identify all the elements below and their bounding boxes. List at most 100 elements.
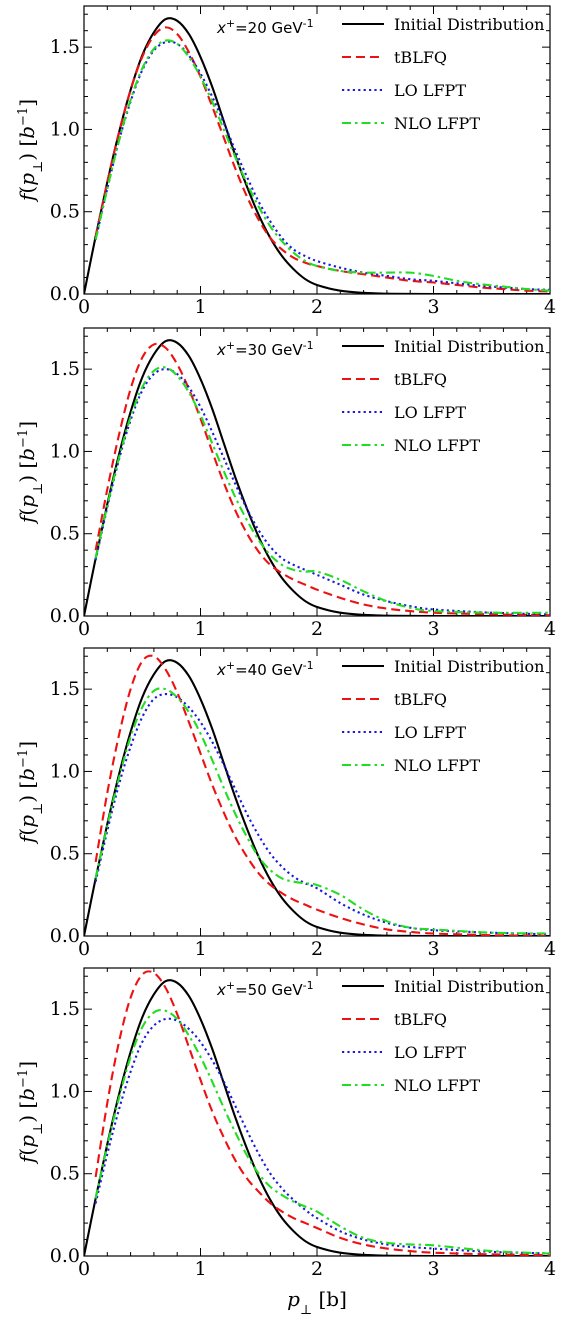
annotation-value: =50 GeV [235,981,303,999]
annotation-prefix: x [216,661,226,679]
series-group [84,970,550,1256]
series-line-initial-distribution [84,659,550,936]
y-tick-label: 1.5 [50,998,80,1020]
y-axis: 0.0 0.5 1.0 1.5 [50,655,550,947]
y-axis-label: f(p⊥) [b−1] [15,741,46,845]
series-group [84,654,550,936]
y-tick-label: 1.0 [50,760,80,782]
y-tick-label: 1.0 [50,440,80,462]
series-line-nlo-lfpt [94,687,550,935]
legend: Initial Distribution tBLFQ LO LFPT NLO LFPT [342,977,544,1095]
y-axis: 0.0 0.5 1.0 1.5 [50,335,550,627]
annotation-unit-sup: -1 [303,339,314,352]
series-line-lo-lfpt [94,693,550,936]
legend-label: LO LFPT [394,1043,466,1062]
y-axis-label: f(p⊥) [b−1] [15,1061,46,1165]
x-axis-label: p⊥ [b] [287,1287,347,1318]
annotation-value: =20 GeV [235,19,303,37]
annotation-value: =40 GeV [235,661,303,679]
y-tick-label: 0.0 [50,283,80,305]
x-tick-label: 2 [311,296,323,318]
legend-label: LO LFPT [394,81,466,100]
annotation-prefix: x [216,981,226,999]
x-axis: 0 1 2 3 4 [78,968,556,1280]
series-line-initial-distribution [84,17,550,294]
x-tick-label: 4 [544,618,556,640]
series-line-nlo-lfpt [94,366,550,614]
annotation-unit-sup: -1 [303,17,314,30]
y-axis: 0.0 0.5 1.0 1.5 [50,975,550,1267]
annotation-prefix: x [216,341,226,359]
y-axis-label: f(p⊥) [b−1] [15,421,46,525]
y-tick-label: 0.0 [50,1245,80,1267]
y-tick-label: 1.5 [50,678,80,700]
y-tick-label: 1.5 [50,36,80,58]
y-tick-label: 0.5 [50,1163,80,1185]
x-tick-label: 4 [544,296,556,318]
x-tick-label: 3 [427,1258,439,1280]
y-axis: 0.0 0.5 1.0 1.5 [50,13,550,305]
series-line-tblfq [94,26,550,293]
time-annotation: x+=20 GeV-1 [216,17,314,38]
annotation-unit-sup: -1 [303,659,314,672]
x-tick-label: 0 [78,1258,90,1280]
y-tick-label: 0.5 [50,201,80,223]
x-axis: 0 1 2 3 4 [78,6,556,318]
x-tick-label: 1 [194,296,206,318]
x-tick-label: 4 [544,1258,556,1280]
time-annotation: x+=30 GeV-1 [216,339,314,360]
legend: Initial Distribution tBLFQ LO LFPT NLO LFPT [342,15,544,133]
x-tick-label: 1 [194,1258,206,1280]
legend-label: tBLFQ [394,48,447,67]
y-tick-label: 0.0 [50,605,80,627]
legend-label: NLO LFPT [394,436,480,455]
y-tick-label: 0.0 [50,925,80,947]
annotation-sup: + [226,979,235,992]
annotation-sup: + [226,659,235,672]
panel-1: 0 1 2 3 4 0.0 0.5 1.0 1.5 f(p⊥) [b−1] x+=20 GeV-1 I… [15,5,556,318]
panel-3: 0 1 2 3 4 0.0 0.5 1.0 1.5 f(p⊥) [b−1] x+=40 GeV-1 I… [15,647,556,960]
panel-4: 0 1 2 3 4 0.0 0.5 1.0 1.5 f(p⊥) [b−1] x+=50 GeV-1 I… [15,967,556,1318]
x-tick-label: 2 [311,618,323,640]
annotation-value: =30 GeV [235,341,303,359]
x-tick-label: 0 [78,296,90,318]
x-tick-label: 3 [427,618,439,640]
legend-label: Initial Distribution [394,977,544,996]
legend-label: tBLFQ [394,690,447,709]
x-tick-label: 1 [194,618,206,640]
x-tick-label: 3 [427,296,439,318]
legend-label: Initial Distribution [394,657,544,676]
series-line-lo-lfpt [94,368,550,616]
series-line-lo-lfpt [94,40,550,291]
legend-label: tBLFQ [394,1010,447,1029]
y-tick-label: 1.5 [50,358,80,380]
y-tick-label: 0.5 [50,523,80,545]
legend-label: LO LFPT [394,403,466,422]
annotation-sup: + [226,339,235,352]
time-annotation: x+=50 GeV-1 [216,979,314,1000]
series-group [84,339,550,616]
y-tick-label: 1.0 [50,1080,80,1102]
y-tick-label: 0.5 [50,843,80,865]
series-line-lo-lfpt [94,1017,550,1255]
x-tick-label: 4 [544,938,556,960]
y-tick-label: 1.0 [50,118,80,140]
annotation-prefix: x [216,19,226,37]
legend-label: tBLFQ [394,370,447,389]
time-annotation: x+=40 GeV-1 [216,659,314,680]
panel-2: 0 1 2 3 4 0.0 0.5 1.0 1.5 f(p⊥) [b−1] x+=30 GeV-1 I… [15,327,556,640]
series-line-initial-distribution [84,979,550,1256]
annotation-unit-sup: -1 [303,979,314,992]
x-tick-label: 0 [78,618,90,640]
series-line-initial-distribution [84,339,550,616]
x-tick-label: 3 [427,938,439,960]
legend: Initial Distribution tBLFQ LO LFPT NLO LFPT [342,337,544,455]
x-axis: 0 1 2 3 4 [78,648,556,960]
series-line-nlo-lfpt [94,1009,550,1255]
x-tick-label: 1 [194,938,206,960]
series-group [84,17,550,294]
x-tick-label: 0 [78,938,90,960]
legend: Initial Distribution tBLFQ LO LFPT NLO LFPT [342,657,544,775]
series-line-tblfq [94,342,550,616]
